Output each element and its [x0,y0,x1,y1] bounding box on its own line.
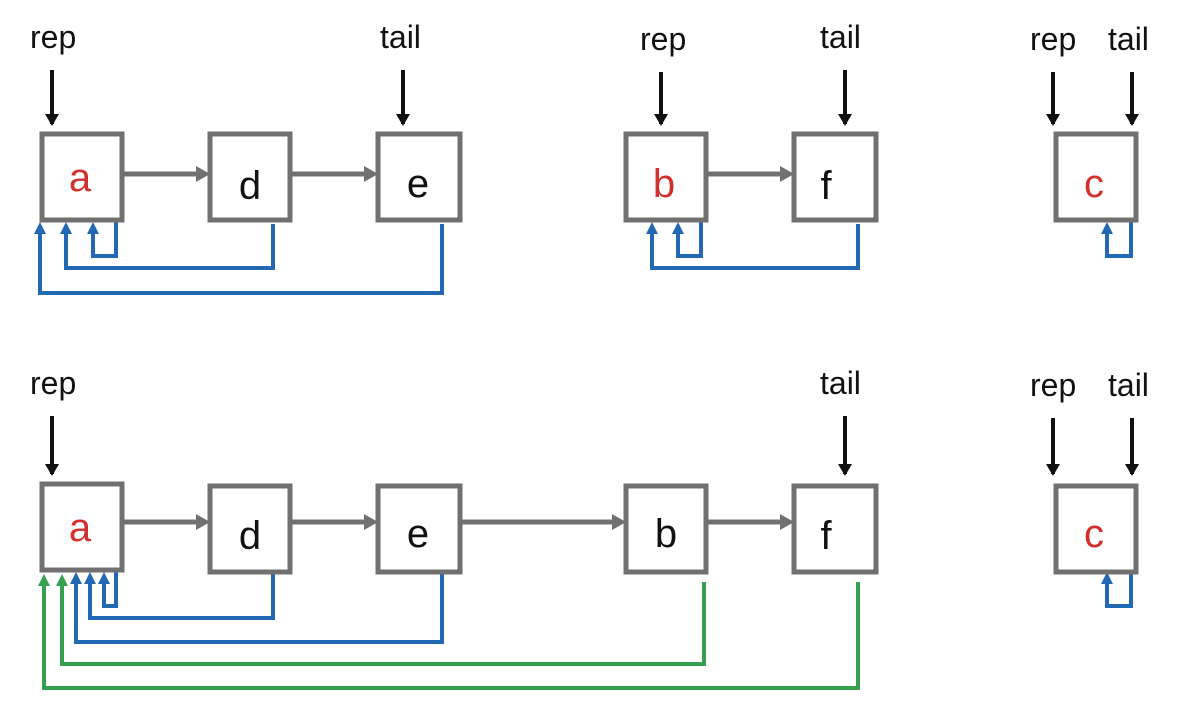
tail-label-set-c-before: tail [1108,21,1149,57]
node-label: b [653,162,675,206]
next-arrowhead [196,166,210,182]
rep-pointer-arrowhead [45,114,59,126]
next-arrowhead [364,514,378,530]
rep-link-b-a-updated [60,582,706,666]
tail-label-set-a-before: tail [380,19,421,55]
node-c: c [1053,483,1139,575]
rep-link-arrowhead [646,222,658,234]
node-label: c [1084,162,1104,206]
node-e: e [375,483,463,575]
rep-pointer-arrowhead [1046,114,1060,126]
node-label: f [820,514,832,558]
node-e: e [375,131,463,223]
rep-pointer-arrowhead [45,464,59,476]
rep-link-d-a [64,224,275,270]
tail-pointer-arrowhead [1125,464,1139,476]
rep-link-b-self [676,222,703,258]
rep-link-e-a [38,224,444,295]
next-arrowhead [612,514,626,530]
node-c: c [1053,131,1139,223]
rep-link-arrowhead [60,222,72,234]
node-f: f [791,483,879,575]
rep-link-arrowhead [98,572,110,584]
rep-link-arrowhead [1101,222,1113,234]
tail-pointer-arrowhead [838,114,852,126]
rep-link-f-a-updated [42,582,860,690]
tail-pointer-arrowhead [838,464,852,476]
tail-label-set-b-before: tail [820,19,861,55]
node-label: d [239,164,261,208]
rep-link-arrowhead [672,222,684,234]
rep-link-e-a [74,574,444,644]
node-a: a [39,481,125,573]
node-f: f [791,131,879,223]
rep-link-a-self [91,222,118,258]
next-arrowhead [780,514,794,530]
rep-link-arrowhead [38,574,50,586]
node-label: a [69,506,92,550]
rep-link-arrowhead [84,572,96,584]
rep-link-f-b [650,224,860,270]
rep-pointer-arrowhead [1046,464,1060,476]
rep-label-set-b-before: rep [640,21,686,57]
node-label: c [1084,512,1104,556]
node-b: b [623,483,709,575]
node-label: b [655,512,677,556]
tail-label-set-a-after: tail [820,365,861,401]
rep-link-a-self [102,572,118,608]
next-arrowhead [196,514,210,530]
node-a: a [39,131,125,223]
tail-pointer-arrowhead [396,114,410,126]
node-label: d [239,514,261,558]
next-arrowhead [780,166,794,182]
tail-pointer-arrowhead [1125,114,1139,126]
rep-link-arrowhead [87,222,99,234]
rep-link-c-self [1105,222,1133,258]
node-b: b [623,131,709,223]
rep-label-set-a-after: rep [30,365,76,401]
before-row: rep tail rep tail rep tail [30,19,1149,295]
node-label: f [820,164,832,208]
node-d: d [207,131,293,223]
node-label: a [69,156,92,200]
tail-label-set-c-after: tail [1108,367,1149,403]
after-row: rep tail rep tail [30,365,1149,690]
node-label: e [407,512,429,556]
rep-link-arrowhead [56,574,68,586]
next-arrowhead [364,166,378,182]
rep-link-arrowhead [34,222,46,234]
rep-link-d-a [88,574,275,620]
rep-label-set-a-before: rep [30,19,76,55]
node-d: d [207,483,293,575]
node-label: e [407,162,429,206]
rep-pointer-arrowhead [654,114,668,126]
rep-label-set-c-after: rep [1030,367,1076,403]
rep-link-arrowhead [1101,572,1113,584]
rep-link-arrowhead [70,572,82,584]
rep-label-set-c-before: rep [1030,21,1076,57]
rep-link-c-self [1105,572,1133,608]
